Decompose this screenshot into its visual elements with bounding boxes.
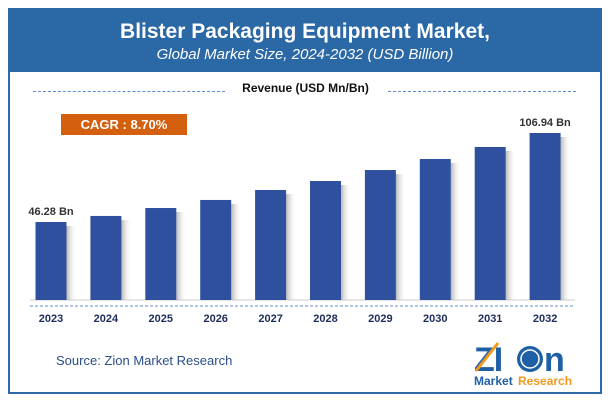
header-banner: Blister Packaging Equipment Market, Glob… [8, 8, 602, 72]
bar-shadow [286, 193, 297, 300]
source-note: Source: Zion Market Research [56, 353, 233, 368]
bar-shadow [395, 174, 406, 300]
svg-text:ZI: ZI [474, 341, 502, 379]
bar-2029 [364, 170, 396, 300]
bar-shadow [231, 203, 242, 300]
bar-2026 [200, 199, 232, 300]
bar-shadow [176, 212, 187, 300]
data-label: 106.94 Bn [519, 117, 571, 129]
bar-2028 [310, 181, 341, 300]
bar-shadow [450, 163, 461, 300]
bar-2030 [419, 159, 451, 300]
cagr-badge: CAGR : 8.70% [61, 114, 187, 135]
bar-shadow [121, 219, 132, 300]
data-label: 46.28 Bn [28, 206, 74, 218]
bar-shadow [560, 137, 571, 300]
bar-2027 [255, 189, 287, 300]
x-tick-label: 2023 [39, 313, 63, 325]
x-tick-label: 2024 [94, 313, 119, 325]
x-tick-label: 2029 [368, 313, 392, 325]
divider-left [33, 91, 225, 92]
bar-2023 [35, 221, 67, 300]
svg-text:n: n [544, 341, 565, 379]
x-tick-label: 2028 [313, 313, 337, 325]
x-tick-label: 2032 [533, 313, 557, 325]
bar-shadow [505, 150, 516, 300]
x-tick-label: 2027 [258, 313, 282, 325]
x-tick-label: 2026 [203, 313, 227, 325]
x-tick-label: 2025 [149, 313, 173, 325]
divider-right [388, 91, 576, 92]
revenue-label: Revenue (USD Mn/Bn) [242, 81, 369, 95]
svg-text:Research: Research [518, 374, 572, 387]
bar-shadow [66, 225, 77, 300]
bar-2024 [90, 215, 122, 300]
chart-title: Blister Packaging Equipment Market, [120, 20, 490, 43]
x-tick-label: 2030 [423, 313, 447, 325]
x-tick-label: 2031 [478, 313, 502, 325]
bar-2032 [529, 133, 561, 300]
svg-text:Market: Market [474, 374, 513, 387]
bar-2031 [474, 146, 506, 300]
bar-shadow [341, 185, 351, 300]
chart-subtitle: Global Market Size, 2024-2032 (USD Billi… [156, 46, 454, 63]
zion-logo: ZI n Market Research [470, 337, 580, 392]
bar-2025 [145, 208, 177, 300]
